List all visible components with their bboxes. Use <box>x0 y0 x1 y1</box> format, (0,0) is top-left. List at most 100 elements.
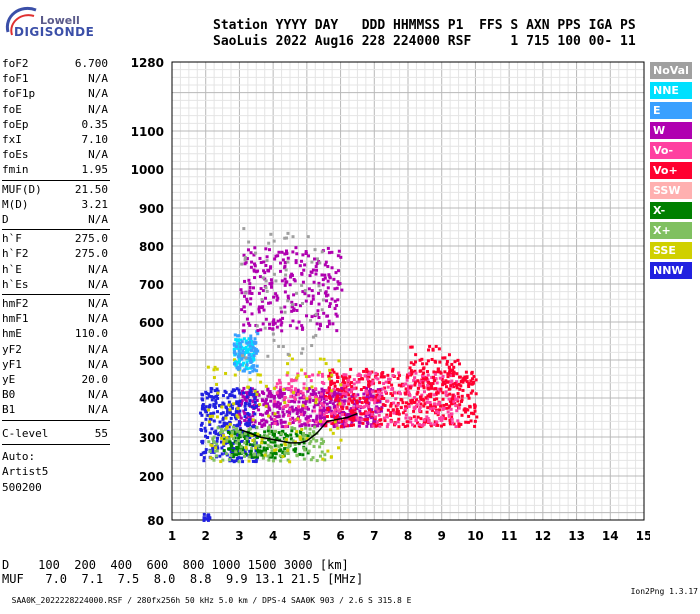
echo-point <box>247 418 251 422</box>
echo-point <box>330 379 334 383</box>
logo-swirl-icon <box>5 7 37 36</box>
echo-point <box>265 255 269 259</box>
echo-point <box>320 380 324 384</box>
echo-point <box>303 434 307 438</box>
echo-point <box>233 350 237 354</box>
echo-point <box>429 422 433 426</box>
echo-point <box>278 454 282 458</box>
echo-point <box>249 340 253 344</box>
echo-point <box>381 403 385 407</box>
echo-point <box>244 345 248 349</box>
echo-point <box>320 450 324 454</box>
echo-point <box>259 261 263 265</box>
echo-point <box>303 402 307 406</box>
echo-point <box>207 408 211 412</box>
echo-point <box>238 409 242 413</box>
echo-point <box>347 402 351 406</box>
echo-point <box>249 418 253 422</box>
echo-point <box>281 454 285 458</box>
echo-point <box>295 376 299 380</box>
echo-point <box>443 370 447 374</box>
echo-point <box>360 418 364 422</box>
echo-point <box>263 277 267 281</box>
echo-point <box>394 397 398 401</box>
echo-point <box>414 353 418 357</box>
echo-point <box>228 440 232 444</box>
echo-point <box>271 323 275 327</box>
echo-point <box>335 314 339 318</box>
echo-point <box>208 431 212 435</box>
echo-point <box>316 403 320 407</box>
echo-point <box>401 411 405 415</box>
echo-point <box>242 227 246 231</box>
echo-point <box>248 323 252 327</box>
echo-point <box>426 394 430 398</box>
param-value: 3.21 <box>81 197 109 211</box>
echo-point <box>335 286 339 290</box>
echo-point <box>199 411 203 415</box>
param-row: foEs N/A <box>2 148 108 162</box>
echo-point <box>249 360 253 364</box>
echo-point <box>378 381 382 385</box>
echo-point <box>288 417 292 421</box>
echo-point <box>268 248 272 252</box>
echo-point <box>300 324 304 328</box>
echo-point <box>335 396 339 400</box>
echo-point <box>405 390 409 394</box>
echo-point <box>294 246 298 250</box>
echo-point <box>317 327 321 331</box>
echo-point <box>436 367 440 371</box>
echo-point <box>293 418 297 422</box>
echo-point <box>240 449 244 453</box>
echo-point <box>246 433 250 437</box>
param-row: hmF2 N/A <box>2 297 108 311</box>
echo-point <box>260 390 264 394</box>
echo-point <box>205 396 209 400</box>
echo-point <box>375 405 379 409</box>
echo-point <box>338 416 342 420</box>
echo-point <box>236 365 240 369</box>
echo-point <box>303 372 307 376</box>
echo-point <box>421 384 425 388</box>
echo-point <box>355 399 359 403</box>
echo-point <box>301 437 305 441</box>
echo-point <box>439 418 443 422</box>
param-name: D <box>2 213 9 226</box>
muf-distance-table: D 100 200 400 600 800 1000 1500 3000 [km… <box>2 558 363 586</box>
echo-point <box>308 319 312 323</box>
echo-point <box>283 252 287 256</box>
echo-point <box>294 303 298 307</box>
echo-point <box>216 446 220 450</box>
echo-point <box>340 413 344 417</box>
echo-point <box>243 441 247 445</box>
echo-point <box>416 390 420 394</box>
echo-point <box>440 377 444 381</box>
echo-point <box>368 392 372 396</box>
echo-point <box>233 452 237 456</box>
echo-point <box>441 391 445 395</box>
echo-point <box>413 424 417 428</box>
echo-point <box>448 392 452 396</box>
echo-point <box>310 289 314 293</box>
echo-point <box>264 384 268 388</box>
echo-point <box>343 394 347 398</box>
echo-point <box>236 346 240 350</box>
logo-text-top: Lowell <box>40 14 80 27</box>
echo-point <box>284 424 288 428</box>
echo-point <box>222 449 226 453</box>
echo-point <box>309 458 313 462</box>
echo-point <box>201 439 205 443</box>
echo-point <box>446 372 450 376</box>
echo-point <box>264 279 268 283</box>
echo-point <box>417 422 421 426</box>
echo-point <box>245 341 249 345</box>
echo-point <box>212 411 216 415</box>
echo-point <box>271 320 275 324</box>
echo-point <box>344 373 348 377</box>
echo-point <box>348 375 352 379</box>
echo-point <box>309 270 313 274</box>
echo-point <box>254 446 258 450</box>
echo-point <box>207 516 211 520</box>
echo-point <box>418 408 422 412</box>
echo-point <box>282 397 286 401</box>
